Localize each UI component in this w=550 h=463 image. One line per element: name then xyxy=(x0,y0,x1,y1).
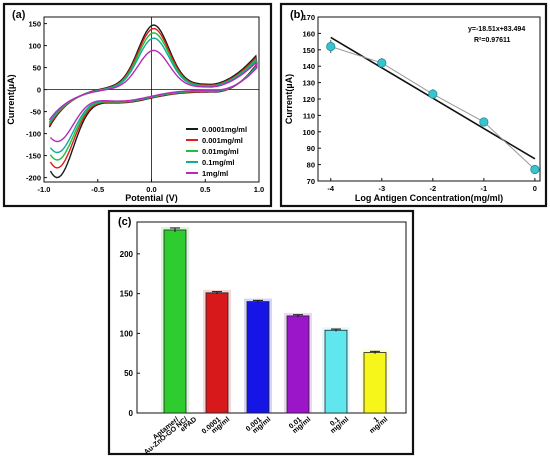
panel-c-ytick-label: 50 xyxy=(124,369,133,378)
panel-b-ytick-label: 120 xyxy=(302,95,315,104)
panel-a-legend-label-2: 0.01mg/ml xyxy=(202,147,239,156)
panel-b-frame xyxy=(279,2,548,208)
panel-a-frame xyxy=(2,2,273,208)
panel-a-legend-label-3: 0.1mg/ml xyxy=(202,158,235,167)
panel-a: (a) -200 -150 -100 -50 0 50 100 150 -1.0 -0.5 0.0 0.… xyxy=(6,9,264,203)
panel-b-point-3 xyxy=(479,117,489,127)
panel-b-ytick-label: 100 xyxy=(302,128,315,137)
panel-a-ytick-label: -200 xyxy=(26,174,41,183)
panel-b-xtick-label: -1 xyxy=(481,184,488,193)
panel-b-xtick-label: -2 xyxy=(429,184,436,193)
panel-a-series-4 xyxy=(48,49,258,143)
panel-c-ytick-label: 150 xyxy=(120,290,134,299)
panel-c-ytick-label: 100 xyxy=(120,329,134,338)
panel-c-label: (c) xyxy=(118,216,132,228)
panel-b-ytick-label: 80 xyxy=(307,161,315,170)
panel-b-point-4 xyxy=(530,164,540,175)
panel-b-ytick-label: 170 xyxy=(302,13,315,22)
panel-a-xtick-label: -1.0 xyxy=(38,185,51,194)
panel-b-point-1 xyxy=(377,58,387,68)
panel-a-ytick-label: 50 xyxy=(33,64,41,73)
panel-c-ytick-label: 0 xyxy=(129,409,134,418)
panel-b-point-2 xyxy=(428,89,438,99)
panel-b-ytick-label: 150 xyxy=(302,46,315,55)
panel-c-bar-2 xyxy=(246,301,270,414)
panel-c-bar-4 xyxy=(324,329,348,414)
panel-c-bar-0 xyxy=(163,229,187,414)
panel-a-ytick-label: 150 xyxy=(28,20,41,29)
panel-b-r2: R²=0.97611 xyxy=(474,37,510,44)
panel-a-ytick-label: -150 xyxy=(26,152,41,161)
panel-b-ytick-label: 160 xyxy=(302,29,315,38)
panel-b-xtick-label: 0 xyxy=(533,184,537,193)
panel-a-label: (a) xyxy=(12,9,26,21)
panel-b: (b) 70 80 90 100 110 120 130 140 150 160 170 -4 -3 -2 -… xyxy=(284,9,541,203)
panel-b-ytick-label: 110 xyxy=(303,111,315,120)
panel-a-legend-label-4: 1mg/ml xyxy=(202,169,228,178)
panel-a-ytick-label: 100 xyxy=(28,42,41,51)
panel-b-xtick-label: -3 xyxy=(378,184,385,193)
panel-b-ytick-label: 140 xyxy=(302,62,315,71)
panel-a-ylabel: Current(µA) xyxy=(6,74,16,124)
panel-b-label: (b) xyxy=(290,9,304,21)
panel-c-bar-5 xyxy=(363,352,387,414)
panel-c-plot-area xyxy=(136,221,407,414)
panel-b-equation: y=-18.51x+83.494 xyxy=(468,26,525,33)
panel-b-ytick-label: 70 xyxy=(307,177,315,186)
panel-b-xtick-label: -4 xyxy=(327,184,334,193)
panel-a-xtick-label: 1.0 xyxy=(254,185,264,194)
panel-b-xlabel: Log Antigen Concentration(mg/ml) xyxy=(355,193,503,203)
panel-b-ytick-label: 90 xyxy=(307,144,315,153)
panel-a-xtick-label: 0.0 xyxy=(146,185,156,194)
panel-a-xlabel: Potential (V) xyxy=(125,193,178,203)
panel-b-point-0 xyxy=(326,41,336,52)
panel-c-bar-1 xyxy=(205,292,229,414)
panel-b-ytick-label: 130 xyxy=(302,79,315,88)
panel-a-xtick-label: 0.5 xyxy=(200,185,210,194)
panel-a-ytick-label: 0 xyxy=(37,86,41,95)
panel-a-legend-label-0: 0.0001mg/ml xyxy=(202,125,247,134)
panel-a-ytick-label: -100 xyxy=(26,130,41,139)
panel-c-ytick-label: 200 xyxy=(120,250,134,259)
panel-b-ylabel: Current(µA) xyxy=(284,74,294,124)
panel-a-legend-label-1: 0.001mg/ml xyxy=(202,136,243,145)
panel-c-bar-3 xyxy=(286,315,310,414)
panel-a-xtick-label: -0.5 xyxy=(91,185,104,194)
panel-a-ytick-label: -50 xyxy=(30,108,41,117)
panel-c-category-label-5-0: 1 xyxy=(371,415,380,424)
